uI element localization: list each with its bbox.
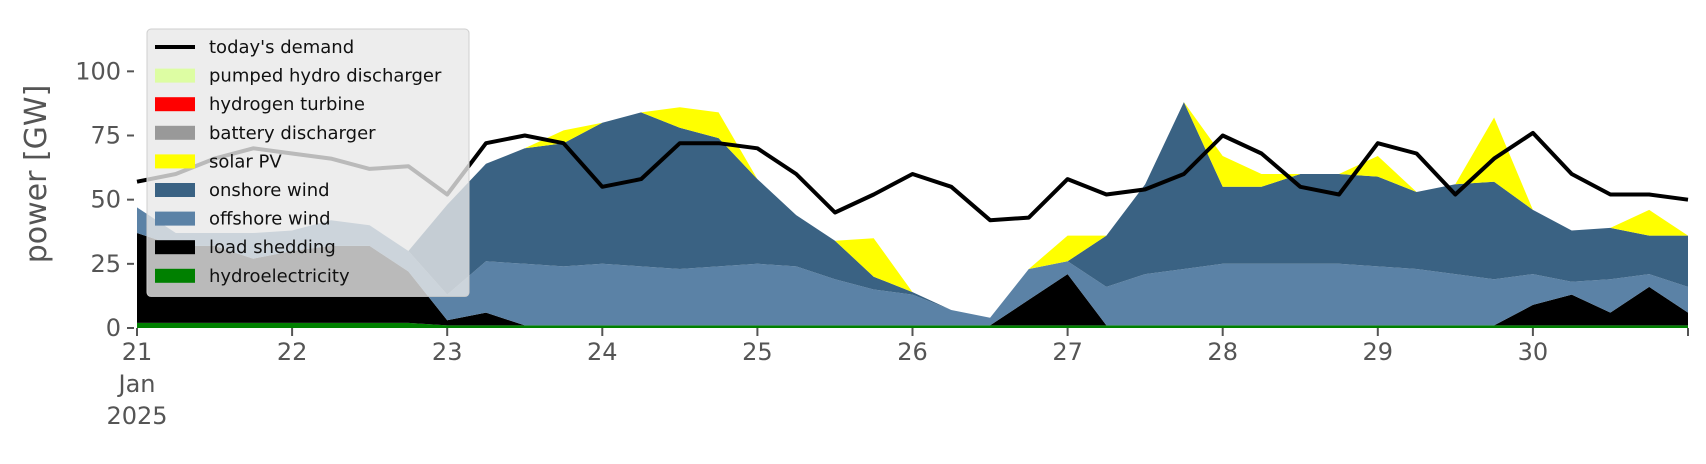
legend-swatch-pumped-hydro-discharger <box>155 68 195 83</box>
area-load-shedding <box>137 233 1688 326</box>
x-tick-sublabel: 2025 <box>106 402 167 430</box>
x-tick-label: 26 <box>897 338 928 366</box>
legend-swatch-load-shedding <box>155 240 195 255</box>
legend-label-solar-pv: solar PV <box>209 151 282 172</box>
legend-swatch-hydroelectricity <box>155 268 195 283</box>
x-tick-label: 30 <box>1518 338 1549 366</box>
y-axis-label: power [GW] <box>19 85 54 264</box>
y-tick-label: 50 <box>90 186 121 214</box>
area-offshore-wind <box>137 207 1688 326</box>
x-axis: 21 Jan 2025 22 23 24 25 26 27 28 29 30 <box>106 328 1689 430</box>
x-tick-label: 24 <box>587 338 618 366</box>
x-tick-label: 21 <box>122 338 153 366</box>
legend-box <box>146 28 470 297</box>
x-tick-sublabel: Jan <box>117 370 156 398</box>
legend-label-hydrogen-turbine: hydrogen turbine <box>209 94 365 115</box>
legend-swatch-hydrogen-turbine <box>155 97 195 112</box>
legend-swatch-onshore-wind <box>155 183 195 197</box>
legend-label-today-s-demand: today's demand <box>209 37 354 58</box>
legend-label-onshore-wind: onshore wind <box>209 180 330 201</box>
legend-swatch-battery-discharger <box>155 125 195 140</box>
y-tick-label: 75 <box>90 122 121 150</box>
legend-label-hydroelectricity: hydroelectricity <box>209 266 350 287</box>
legend-swatch-solar-pv <box>155 154 195 169</box>
stacked-areas <box>137 102 1688 328</box>
x-tick-label: 29 <box>1363 338 1394 366</box>
legend-swatch-offshore-wind <box>155 211 195 226</box>
y-tick-label: 100 <box>75 57 121 85</box>
x-tick-label: 22 <box>277 338 308 366</box>
legend-label-battery-discharger: battery discharger <box>209 123 376 144</box>
area-onshore-wind <box>137 102 1688 318</box>
legend-label-load-shedding: load shedding <box>209 237 336 258</box>
x-tick-label: 27 <box>1052 338 1083 366</box>
x-tick-label: 25 <box>742 338 773 366</box>
y-tick-label: 25 <box>90 250 121 278</box>
x-tick-label: 23 <box>432 338 463 366</box>
area-hydroelectricity <box>137 322 1688 328</box>
x-tick-label: 28 <box>1207 338 1238 366</box>
y-axis: 0 25 50 75 100 <box>75 57 134 342</box>
legend: today's demand pumped hydro discharger hyd… <box>146 28 470 297</box>
y-tick-label: 0 <box>106 314 121 342</box>
legend-label-pumped-hydro-discharger: pumped hydro discharger <box>209 66 442 87</box>
legend-label-offshore-wind: offshore wind <box>209 209 331 230</box>
